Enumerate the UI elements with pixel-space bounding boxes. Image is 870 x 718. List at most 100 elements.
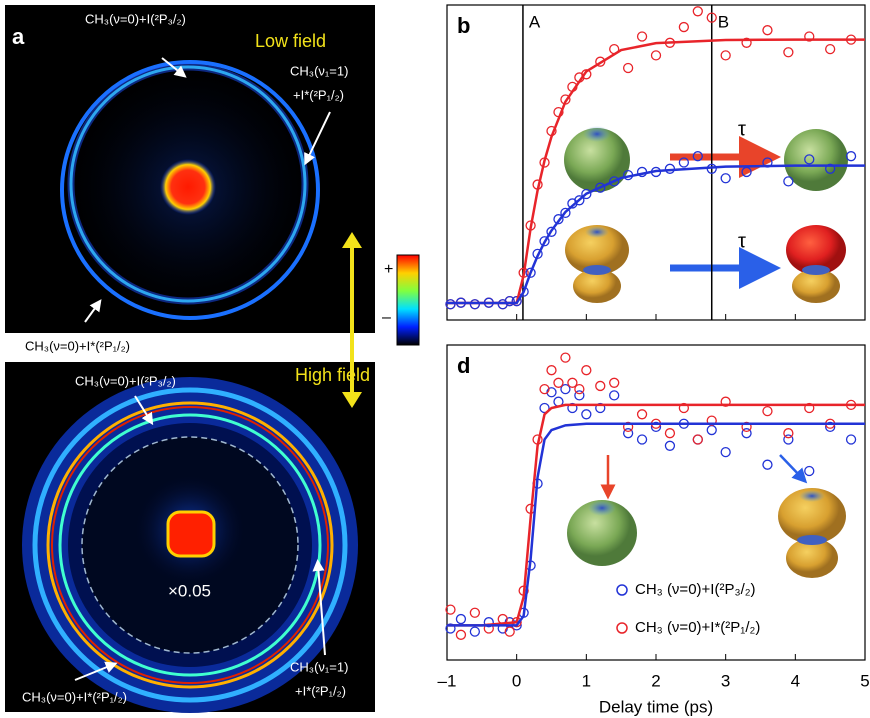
panel-label: b <box>457 13 470 38</box>
data-point <box>636 409 648 420</box>
data-point <box>560 207 571 219</box>
data-point <box>741 37 752 48</box>
arrow <box>134 395 154 426</box>
data-point <box>706 424 717 436</box>
data-point <box>845 151 857 162</box>
data-point <box>741 421 752 433</box>
data-point <box>581 188 592 200</box>
data-point <box>455 629 467 640</box>
legend-label: CH₃ (ν=0)+I*(²P₁/₂) <box>635 619 760 636</box>
panel-label: c <box>12 366 24 391</box>
colorbar <box>396 254 420 346</box>
data-point <box>741 428 752 439</box>
data-point <box>560 383 571 395</box>
data-point <box>504 295 515 307</box>
data-point <box>497 299 508 310</box>
colorbar-max: + <box>384 261 393 278</box>
arrow <box>161 57 187 78</box>
data-point <box>706 415 717 426</box>
legend-label: CH₃ (ν=0)+I(²P₃/₂) <box>635 581 756 598</box>
annotation: CH₃(ν=0)+I(²P₃/₂) <box>85 11 186 26</box>
data-point <box>636 31 648 42</box>
data-point <box>574 390 585 401</box>
fit-line <box>447 422 865 627</box>
x-tick-label: 4 <box>791 671 800 690</box>
data-point <box>595 56 606 67</box>
center-blob <box>166 510 216 558</box>
annotation: CH₃(ν=0)+I(²P₃/₂) <box>75 373 176 388</box>
data-point <box>504 626 515 637</box>
data-point <box>511 295 522 307</box>
data-point <box>650 421 662 433</box>
data-point <box>539 236 550 247</box>
ring <box>58 413 322 677</box>
data-point <box>581 69 592 80</box>
data-point <box>574 195 585 206</box>
data-point <box>445 604 456 615</box>
data-point <box>581 365 592 376</box>
data-point <box>720 50 731 61</box>
data-point <box>483 617 494 628</box>
annotation: +I*(²P₁/₂) <box>293 87 344 102</box>
data-point <box>636 434 648 445</box>
tau: τ <box>738 118 746 140</box>
marker-label: A <box>529 12 541 31</box>
data-point <box>469 299 481 310</box>
data-point <box>539 383 550 395</box>
data-point <box>581 409 592 420</box>
center-blob <box>160 159 216 215</box>
fit-line <box>447 38 865 305</box>
data-point <box>553 214 564 225</box>
data-point <box>678 21 690 33</box>
data-point <box>741 166 752 178</box>
ring <box>67 63 309 305</box>
data-point <box>595 182 606 193</box>
arrow <box>74 661 118 681</box>
x-tick-label: 3 <box>721 671 730 690</box>
data-point <box>546 226 557 237</box>
data-point <box>692 151 703 162</box>
data-point <box>783 434 794 445</box>
x-axis-label: Delay time (ps) <box>599 697 713 716</box>
data-point <box>567 377 578 388</box>
ring <box>51 406 329 684</box>
data-point <box>539 402 550 414</box>
data-point <box>783 176 794 187</box>
x-tick-label: 0 <box>512 671 521 690</box>
data-point <box>595 380 606 392</box>
data-point <box>825 43 836 55</box>
marker-label: B <box>718 12 729 31</box>
tau: τ <box>738 230 746 252</box>
annotation: CH₃(ν₁=1) <box>290 659 348 674</box>
data-point <box>525 267 536 278</box>
legend-marker <box>616 584 628 596</box>
annotation: CH₃(ν=0)+I*(²P₁/₂) <box>22 689 127 704</box>
data-point <box>825 163 836 174</box>
scale-label: ×0.05 <box>168 581 211 600</box>
annotation: CH₃(ν₁=1) <box>290 63 348 78</box>
data-point <box>609 390 620 401</box>
data-point <box>804 402 815 414</box>
data-point <box>804 465 815 477</box>
data-point <box>609 377 620 388</box>
x-tick-label: 1 <box>582 671 591 690</box>
ring <box>32 387 348 703</box>
data-point <box>664 440 676 451</box>
data-point <box>574 383 585 395</box>
annotation: +I*(²P₁/₂) <box>295 683 346 698</box>
fit-line <box>447 164 865 305</box>
data-point <box>720 396 731 407</box>
colorbar-min: – <box>382 309 391 326</box>
data-point <box>445 299 456 310</box>
data-point <box>678 402 690 414</box>
data-point <box>678 157 690 168</box>
annotation: CH₃(ν=0)+I*(²P₁/₂) <box>25 338 130 353</box>
legend-marker <box>616 622 628 634</box>
data-point <box>553 377 564 388</box>
data-point <box>783 428 794 439</box>
data-point <box>455 613 467 625</box>
data-point <box>720 173 731 184</box>
data-point <box>546 365 557 376</box>
data-point <box>469 626 481 637</box>
